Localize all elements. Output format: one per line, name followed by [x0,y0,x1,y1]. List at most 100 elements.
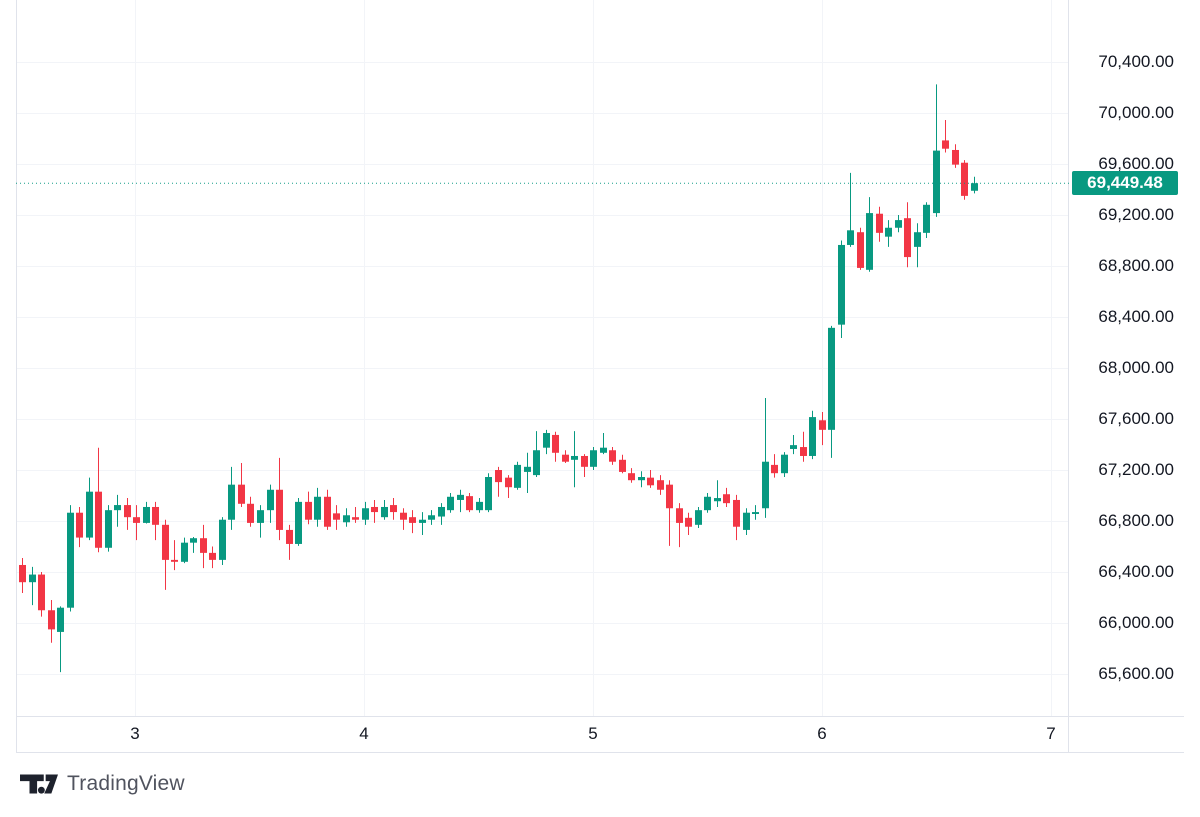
candle-body [876,213,883,233]
candle-down [19,557,26,594]
candle-up [267,484,274,523]
price-tick-label: 70,400.00 [1098,52,1174,71]
brand-name[interactable]: TradingView [67,772,185,795]
candle-up [438,503,445,525]
candle-body [819,420,826,430]
candle-up [590,447,597,470]
candle-up [866,197,873,272]
candle-body [847,230,854,245]
candle-body [638,477,645,481]
price-tick-label: 69,600.00 [1098,154,1174,173]
candle-down [162,519,169,590]
candle-body [19,564,26,583]
candle-down [76,506,83,548]
candle-down [685,512,692,536]
candle-body [571,455,578,460]
price-tick-label: 69,200.00 [1098,205,1174,224]
candle-body [381,506,388,518]
candle-body [67,512,74,608]
candle-down [133,505,140,541]
candle-body [114,505,121,511]
candle-body [714,498,721,502]
candle-body [971,183,978,191]
candle-up [781,452,788,478]
candle-up [476,498,483,513]
candlestick-plot[interactable] [0,0,1200,760]
candle-body [581,455,588,467]
candle-body [305,501,312,520]
candle-body [438,506,445,517]
candle-body [48,610,55,630]
candle-body [228,484,235,520]
candle-body [257,510,264,523]
candle-up [428,510,435,525]
candle-body [505,477,512,488]
candle-body [866,213,873,270]
candle-body [609,450,616,462]
candle-up [695,506,702,529]
candle-body [286,529,293,544]
candle-body [619,459,626,472]
candle-body [723,494,730,504]
candle-body [752,512,759,514]
candle-up [419,512,426,536]
candle-body [628,473,635,481]
candle-body [95,491,102,548]
candle-down [48,600,55,643]
candle-up [895,215,902,233]
candle-body [171,559,178,562]
candle-up [543,429,550,455]
candle-up [828,325,835,458]
candle-up [600,433,607,455]
candle-body [29,574,36,583]
candle-down [324,489,331,530]
candle-down [581,454,588,478]
candle-down [152,501,159,541]
candle-down [961,160,968,200]
candle-body [904,218,911,258]
candle-up [143,501,150,524]
candle-down [942,120,949,153]
candle-body [495,470,502,483]
candle-body [838,244,845,325]
candle-body [781,454,788,474]
candle-body [514,464,521,488]
candle-up [57,606,64,673]
candle-down [676,503,683,548]
candle-up [885,220,892,247]
candle-up [838,240,845,339]
candle-body [133,517,140,523]
candle-down [505,475,512,499]
candle-body [476,501,483,511]
candle-down [247,496,254,527]
candle-body [543,433,550,448]
time-axis[interactable]: 3 4 5 6 7 [0,716,1200,752]
candle-down [38,572,45,617]
price-tick-label: 66,400.00 [1098,562,1174,581]
candle-down [495,466,502,497]
candle-up [533,431,540,478]
candle-body [562,454,569,462]
candle-down [276,457,283,541]
candle-down [771,454,778,478]
candle-up [743,508,750,536]
candle-up [314,487,321,527]
candle-down [733,494,740,541]
candle-up [381,499,388,520]
candle-down [647,470,654,488]
candle-body [485,477,492,511]
tradingview-logo-icon[interactable] [20,772,58,796]
candle-body [857,232,864,268]
candle-up [228,466,235,530]
candle-up [524,452,531,493]
candle-body [352,517,359,520]
candle-body [371,506,378,513]
candle-body [666,484,673,509]
candle-body [828,327,835,430]
candle-body [86,491,93,538]
candle-up [447,492,454,513]
price-axis[interactable]: 70,400.00 70,000.00 69,600.00 69,200.00 68,8… [1068,0,1200,716]
candle-up [571,431,578,488]
candle-down [305,491,312,525]
